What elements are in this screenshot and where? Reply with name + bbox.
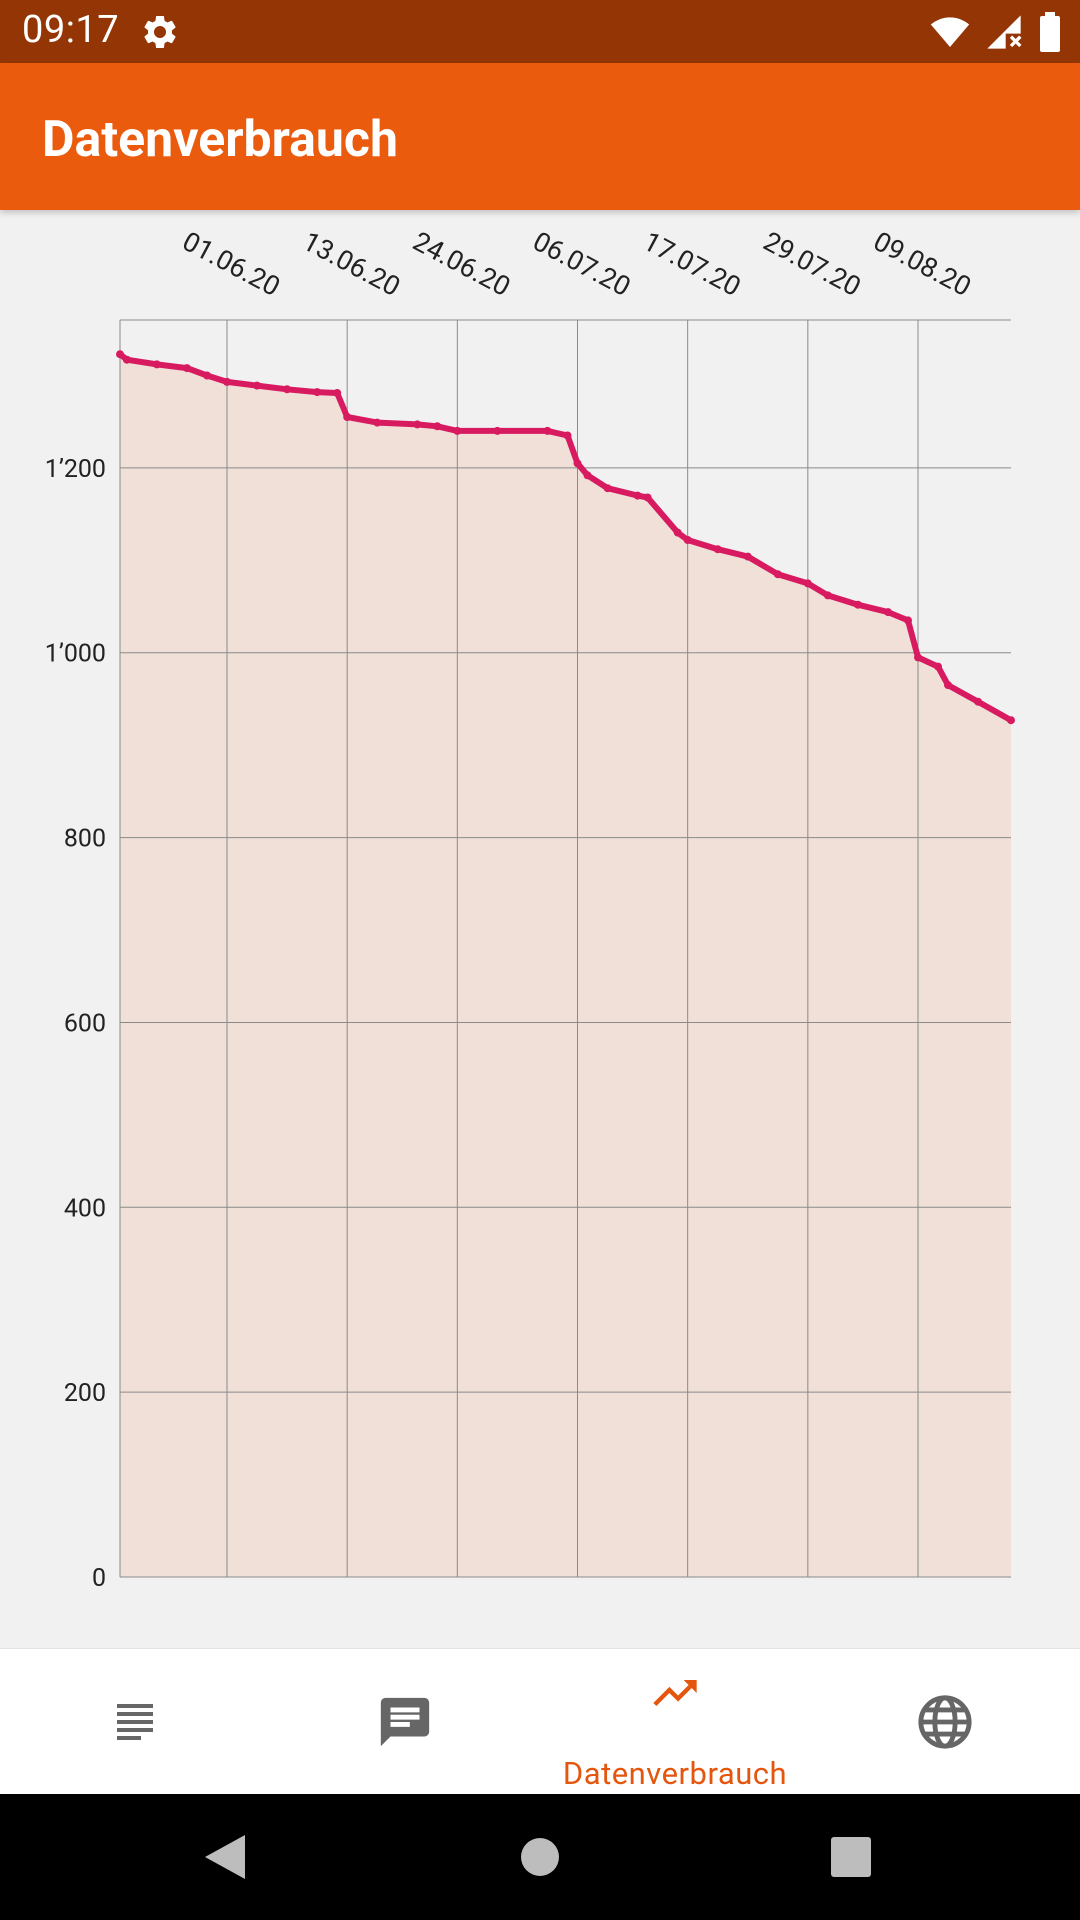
status-icons [930, 10, 1062, 54]
y-tick-label: 0 [92, 1564, 106, 1593]
app-bar: Datenverbrauch [0, 63, 1080, 210]
series-point [803, 579, 812, 588]
series-point [373, 418, 382, 427]
series-point [914, 653, 922, 662]
series-point [603, 484, 612, 493]
y-tick-label: 800 [64, 825, 106, 854]
status-time: 09:17 [22, 8, 120, 52]
page-title: Datenverbrauch [42, 111, 398, 169]
home-icon [521, 1838, 559, 1876]
series-point [413, 420, 422, 429]
system-navigation [0, 1794, 1080, 1920]
series-point [853, 600, 862, 609]
series-point [433, 422, 442, 431]
recents-button[interactable] [791, 1794, 911, 1920]
status-bar: 09:17 [0, 0, 1080, 63]
series-point [643, 493, 652, 502]
signal-icon [987, 15, 1022, 49]
series-point [563, 431, 572, 440]
series-point [493, 426, 502, 435]
series-point [343, 413, 352, 421]
series-point [182, 364, 191, 373]
series-point [934, 662, 942, 671]
series-point [223, 377, 231, 386]
trending-icon [653, 1680, 697, 1706]
series-point [683, 536, 692, 544]
x-tick-label: 24.06.20 [408, 225, 516, 303]
series-point [633, 491, 642, 500]
series-point [823, 591, 832, 600]
nav-item-datenverbrauch[interactable]: Datenverbrauch [540, 1649, 810, 1795]
series-point [713, 545, 722, 554]
series-point [152, 360, 161, 369]
y-tick-label: 400 [64, 1194, 106, 1223]
series-point [773, 570, 782, 579]
gear-icon [144, 15, 176, 48]
y-tick-label: 1’000 [45, 640, 106, 669]
globe-icon [918, 1695, 972, 1749]
series-point [743, 552, 752, 561]
nav-item-list[interactable] [0, 1649, 270, 1795]
series-point [313, 388, 322, 397]
x-tick-label: 29.07.20 [758, 225, 866, 303]
bottom-navigation: Datenverbrauch [0, 1648, 1080, 1795]
series-point [283, 385, 292, 394]
chart-svg: 0 200 400 600 800 1’000 1’200 01.06.20 13.06.20… [45, 225, 1015, 1593]
series-point [253, 381, 261, 390]
battery-icon [1040, 12, 1060, 52]
series-point [453, 426, 462, 435]
recents-icon [831, 1837, 871, 1877]
usage-chart: 0 200 400 600 800 1’000 1’200 01.06.20 13.06.20… [0, 210, 1080, 1648]
series-point [583, 471, 592, 480]
x-tick-label: 17.07.20 [638, 225, 746, 303]
nav-item-messages[interactable] [270, 1649, 540, 1795]
nav-item-web[interactable] [810, 1649, 1080, 1795]
series-point [974, 697, 983, 706]
back-button[interactable] [165, 1794, 285, 1920]
x-tick-label: 01.06.20 [177, 225, 285, 303]
list-icon [117, 1704, 153, 1740]
chart-area-fill [120, 354, 1011, 1578]
series-point [944, 681, 952, 690]
x-tick-label: 06.07.20 [528, 225, 636, 303]
series-line [118, 351, 1013, 723]
nav-label-datenverbrauch: Datenverbrauch [562, 1755, 788, 1792]
series-point [1007, 716, 1015, 725]
series-point [203, 371, 211, 380]
back-icon [205, 1835, 245, 1879]
y-tick-label: 600 [64, 1009, 106, 1038]
message-icon [380, 1697, 430, 1747]
series-point [122, 355, 131, 364]
y-tick-label: 1’200 [45, 455, 106, 484]
series-point [673, 528, 682, 537]
series-point [884, 608, 892, 617]
home-button[interactable] [480, 1794, 600, 1920]
series-point [904, 616, 912, 625]
series-point [573, 459, 582, 468]
wifi-icon [930, 17, 970, 47]
series-point [116, 350, 124, 359]
series-point [543, 426, 552, 435]
x-tick-label: 13.06.20 [297, 225, 405, 303]
y-tick-label: 200 [64, 1379, 106, 1408]
x-tick-label: 09.08.20 [868, 225, 976, 303]
series-point [333, 389, 342, 397]
